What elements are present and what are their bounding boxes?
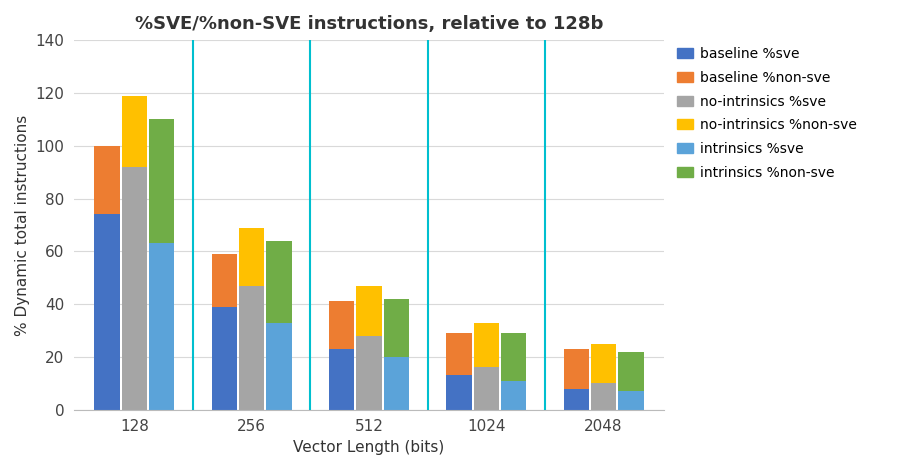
Bar xyxy=(619,352,644,391)
Bar xyxy=(94,146,120,214)
Bar xyxy=(266,241,291,322)
Bar xyxy=(149,243,174,410)
X-axis label: Vector Length (bits): Vector Length (bits) xyxy=(293,440,444,455)
Bar xyxy=(619,391,644,410)
Bar xyxy=(591,344,616,384)
Bar xyxy=(212,254,237,307)
Bar xyxy=(329,301,354,349)
Bar xyxy=(501,381,526,410)
Bar xyxy=(591,384,616,410)
Bar xyxy=(329,349,354,410)
Bar xyxy=(384,299,409,357)
Bar xyxy=(501,333,526,381)
Bar xyxy=(239,286,265,410)
Bar xyxy=(446,333,471,376)
Bar xyxy=(122,95,147,167)
Y-axis label: % Dynamic total instructions: % Dynamic total instructions xyxy=(15,114,30,336)
Bar xyxy=(266,322,291,410)
Bar xyxy=(149,119,174,243)
Bar xyxy=(357,336,382,410)
Title: %SVE/%non-SVE instructions, relative to 128b: %SVE/%non-SVE instructions, relative to … xyxy=(135,15,603,33)
Bar xyxy=(563,349,589,389)
Bar xyxy=(474,322,499,368)
Bar xyxy=(446,376,471,410)
Bar xyxy=(94,214,120,410)
Legend: baseline %sve, baseline %non-sve, no-intrinsics %sve, no-intrinsics %non-sve, in: baseline %sve, baseline %non-sve, no-int… xyxy=(677,47,857,180)
Bar xyxy=(563,389,589,410)
Bar xyxy=(474,368,499,410)
Bar xyxy=(212,307,237,410)
Bar xyxy=(122,167,147,410)
Bar xyxy=(239,227,265,286)
Bar xyxy=(384,357,409,410)
Bar xyxy=(357,286,382,336)
